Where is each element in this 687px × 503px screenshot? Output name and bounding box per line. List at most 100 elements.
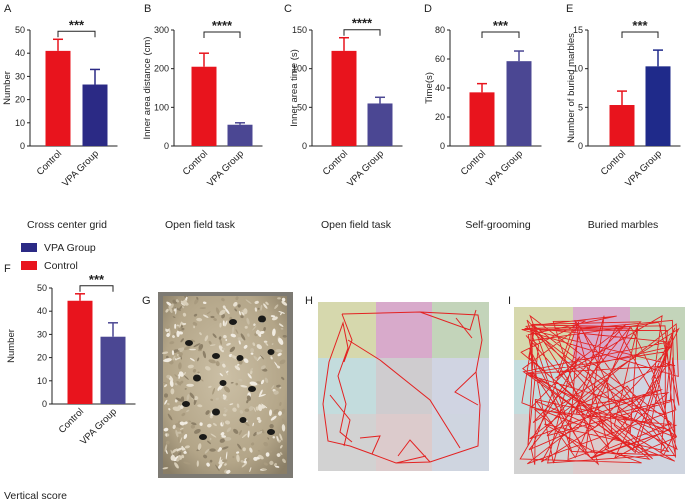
bedding-speck bbox=[176, 447, 184, 451]
bedding-speck bbox=[184, 445, 190, 449]
panel-label-g: G bbox=[142, 295, 151, 307]
bedding-speck bbox=[180, 297, 186, 301]
bedding-speck bbox=[263, 441, 269, 447]
bar-control bbox=[45, 50, 71, 146]
bedding-speck bbox=[236, 454, 240, 463]
bedding-speck bbox=[225, 338, 228, 342]
bedding-speck bbox=[263, 327, 266, 331]
bedding-speck bbox=[184, 388, 187, 390]
caption-e: Buried marbles bbox=[588, 219, 659, 231]
bedding-speck bbox=[239, 410, 244, 414]
bedding-speck bbox=[235, 329, 239, 334]
bedding-speck bbox=[252, 325, 257, 331]
bedding-speck bbox=[240, 333, 246, 341]
y-tick-label: 50 bbox=[297, 102, 307, 112]
bedding-speck bbox=[210, 398, 214, 402]
track-plot-vpa bbox=[514, 307, 685, 474]
bedding-speck bbox=[267, 437, 270, 440]
bedding-speck bbox=[215, 397, 220, 401]
y-axis-label: Time(s) bbox=[424, 72, 435, 104]
bedding-speck bbox=[208, 359, 216, 364]
bedding-speck bbox=[218, 389, 225, 393]
bedding-speck bbox=[180, 338, 184, 343]
bedding-speck bbox=[245, 299, 252, 304]
bedding-speck bbox=[237, 443, 242, 450]
bedding-speck bbox=[172, 424, 176, 429]
bedding-speck bbox=[261, 468, 267, 471]
bedding-speck bbox=[186, 383, 194, 387]
bedding-speck bbox=[273, 462, 277, 467]
bedding-speck bbox=[256, 416, 261, 421]
bedding-speck bbox=[209, 437, 212, 441]
panel-label-e: E bbox=[566, 3, 573, 15]
bedding-speck bbox=[277, 352, 282, 357]
bedding-speck bbox=[197, 371, 200, 374]
y-tick-label: 60 bbox=[435, 54, 445, 64]
bedding-speck bbox=[219, 309, 226, 316]
bedding-speck bbox=[263, 303, 268, 309]
y-axis-label: Number bbox=[2, 71, 13, 105]
bedding-speck bbox=[231, 355, 238, 360]
bedding-speck bbox=[265, 342, 269, 346]
bedding-speck bbox=[175, 307, 177, 315]
bedding-speck bbox=[212, 333, 217, 339]
bedding-speck bbox=[181, 327, 185, 331]
bedding-speck bbox=[193, 313, 198, 317]
y-tick-label: 0 bbox=[164, 141, 169, 151]
movement-trace-control bbox=[322, 309, 483, 464]
bedding-speck bbox=[218, 447, 222, 450]
bedding-speck bbox=[253, 431, 257, 437]
bedding-speck bbox=[243, 421, 250, 427]
bedding-speck bbox=[223, 386, 231, 393]
bar-vpa-group bbox=[645, 66, 671, 146]
bedding-speck bbox=[174, 462, 179, 469]
track-plot-control bbox=[318, 302, 489, 471]
bedding-speck bbox=[178, 437, 180, 443]
bedding-speck bbox=[197, 404, 203, 408]
bedding-speck bbox=[257, 430, 264, 435]
y-tick-label: 10 bbox=[37, 376, 47, 386]
bedding-speck bbox=[180, 355, 182, 360]
category-label: Control bbox=[35, 148, 64, 177]
bedding-speck bbox=[176, 324, 180, 327]
bedding-speck bbox=[224, 436, 232, 441]
bedding-speck bbox=[221, 459, 228, 463]
bedding-speck bbox=[173, 349, 178, 353]
bedding-speck bbox=[271, 385, 275, 390]
bedding-speck bbox=[281, 424, 286, 432]
bedding-speck bbox=[162, 381, 168, 384]
y-tick-label: 20 bbox=[435, 112, 445, 122]
bedding-speck bbox=[193, 343, 201, 348]
bedding-speck bbox=[240, 460, 244, 463]
bedding-speck bbox=[179, 421, 185, 426]
bedding-speck bbox=[275, 465, 280, 468]
bedding-speck bbox=[181, 412, 186, 417]
bedding-speck bbox=[243, 344, 248, 349]
trace-path bbox=[519, 314, 680, 466]
bedding-speck bbox=[174, 323, 177, 329]
bedding-speck bbox=[247, 373, 252, 379]
bedding-speck bbox=[166, 374, 171, 379]
bedding-speck bbox=[249, 447, 253, 453]
bedding-speck bbox=[231, 326, 235, 334]
bedding-speck bbox=[210, 344, 216, 346]
bedding-speck bbox=[164, 384, 168, 388]
bedding-speck bbox=[235, 382, 239, 386]
bedding-speck bbox=[241, 462, 248, 468]
bedding-speck bbox=[165, 325, 170, 330]
bedding-speck bbox=[180, 325, 183, 328]
bedding-speck bbox=[219, 322, 222, 328]
bedding-speck bbox=[190, 422, 197, 426]
bedding-speck bbox=[281, 376, 285, 381]
bedding-speck bbox=[176, 380, 182, 386]
bedding-speck bbox=[259, 389, 263, 397]
bedding-speck bbox=[234, 365, 241, 371]
bedding-speck bbox=[168, 328, 171, 335]
bar-vpa-group bbox=[367, 103, 393, 146]
bedding-speck bbox=[261, 429, 265, 434]
bedding-speck bbox=[194, 428, 201, 434]
y-tick-label: 200 bbox=[154, 64, 169, 74]
